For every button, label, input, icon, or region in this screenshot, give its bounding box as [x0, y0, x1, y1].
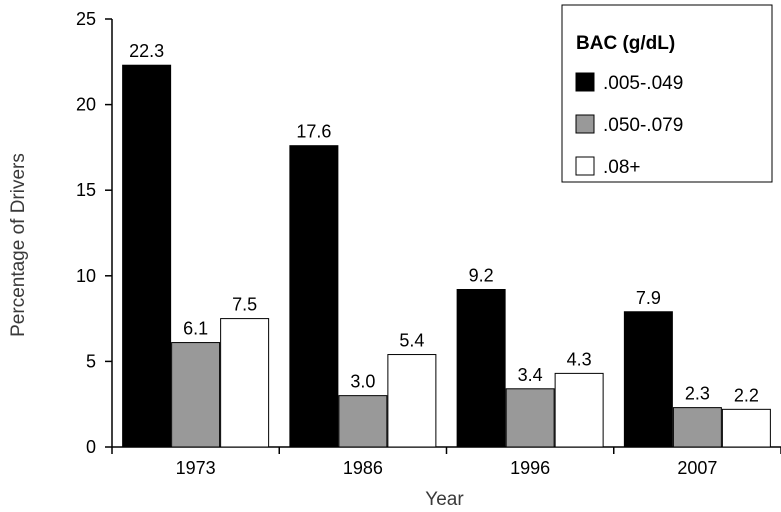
bar — [122, 64, 172, 448]
bar — [289, 145, 339, 448]
legend-swatch — [575, 72, 595, 92]
bars — [122, 64, 771, 448]
data-label: 7.5 — [232, 295, 257, 315]
data-label: 2.3 — [685, 384, 710, 404]
legend-swatch — [575, 114, 595, 134]
y-tick-label: 25 — [76, 9, 96, 29]
data-label: 17.6 — [296, 122, 331, 142]
y-tick-label: 0 — [86, 437, 96, 457]
y-tick-label: 20 — [76, 95, 96, 115]
bar — [171, 342, 221, 448]
bar — [554, 372, 604, 448]
y-tick-label: 10 — [76, 266, 96, 286]
legend-swatch — [575, 156, 595, 176]
data-label: 5.4 — [399, 331, 424, 351]
bar — [721, 408, 771, 448]
x-ticks: 1973 1986 1996 2007 — [111, 447, 781, 478]
data-label: 3.0 — [350, 372, 375, 392]
bar — [623, 311, 673, 448]
legend-title: BAC (g/dL) — [576, 33, 675, 54]
data-label: 9.2 — [469, 265, 494, 285]
data-label: 3.4 — [518, 365, 543, 385]
y-tick-label: 15 — [76, 180, 96, 200]
x-axis-title: Year — [425, 489, 464, 510]
x-tick-label: 2007 — [677, 458, 717, 478]
y-ticks: 0 5 10 15 20 25 — [76, 9, 112, 457]
bar — [338, 395, 388, 448]
data-label: 4.3 — [567, 349, 592, 369]
x-tick-label: 1973 — [176, 458, 216, 478]
x-tick-label: 1986 — [343, 458, 383, 478]
bar — [672, 407, 722, 448]
data-labels: 22.3 6.1 7.5 17.6 3.0 5.4 9.2 3.4 4.3 7.9 2.3 2.2 — [129, 41, 759, 405]
bar — [220, 318, 270, 448]
data-label: 22.3 — [129, 41, 164, 61]
legend-items: .005-.049 .050-.079 .08+ — [575, 72, 683, 178]
y-axis-title: Percentage of Drivers — [8, 153, 29, 337]
legend-label: .005-.049 — [603, 73, 683, 94]
legend-box — [561, 4, 773, 183]
legend: BAC (g/dL) .005-.049 .050-.079 .08+ — [561, 4, 773, 183]
legend-label: .08+ — [603, 157, 641, 178]
bar — [387, 354, 437, 448]
bar — [456, 288, 506, 448]
legend-label: .050-.079 — [603, 115, 683, 136]
bar — [505, 388, 555, 448]
y-tick-label: 5 — [86, 351, 96, 371]
data-label: 2.2 — [734, 385, 759, 405]
x-tick-label: 1996 — [510, 458, 550, 478]
data-label: 6.1 — [183, 319, 208, 339]
data-label: 7.9 — [636, 288, 661, 308]
